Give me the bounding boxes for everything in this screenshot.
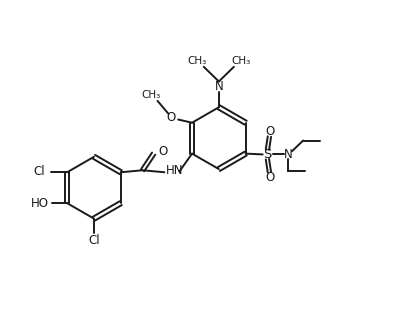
Text: N: N [283,148,292,161]
Text: CH₃: CH₃ [141,90,160,100]
Text: CH₃: CH₃ [187,56,206,66]
Text: S: S [263,148,271,161]
Text: O: O [265,171,274,184]
Text: N: N [214,80,223,93]
Text: O: O [265,124,274,138]
Text: Cl: Cl [88,234,99,247]
Text: Cl: Cl [34,165,45,178]
Text: HO: HO [31,197,49,210]
Text: HN: HN [165,164,182,177]
Text: O: O [166,111,176,124]
Text: CH₃: CH₃ [231,56,250,66]
Text: O: O [158,145,167,158]
